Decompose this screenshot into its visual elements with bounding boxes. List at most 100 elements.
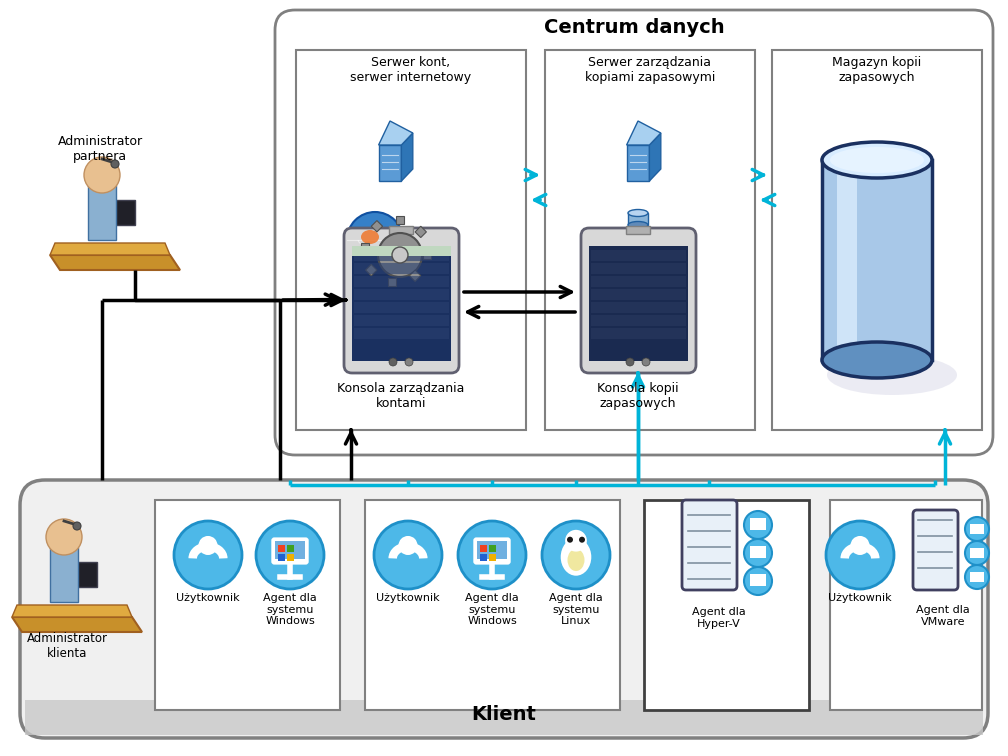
Text: Agent dla
Hyper-V: Agent dla Hyper-V <box>692 607 746 628</box>
Bar <box>750 574 766 586</box>
Circle shape <box>565 530 587 552</box>
Bar <box>750 518 766 530</box>
Circle shape <box>389 358 397 366</box>
Bar <box>591 263 686 274</box>
Circle shape <box>46 519 82 555</box>
Polygon shape <box>12 605 132 617</box>
Circle shape <box>826 521 894 589</box>
Circle shape <box>256 521 324 589</box>
Bar <box>88 185 116 240</box>
Bar <box>423 251 431 259</box>
Bar <box>354 302 449 313</box>
Bar <box>830 500 982 710</box>
Bar <box>50 547 78 602</box>
Circle shape <box>566 537 573 543</box>
Circle shape <box>626 358 634 366</box>
Bar <box>628 213 648 225</box>
Bar <box>489 545 496 552</box>
Bar <box>591 250 686 261</box>
Circle shape <box>347 212 403 268</box>
Circle shape <box>111 160 119 168</box>
Circle shape <box>84 157 120 193</box>
Bar <box>591 328 686 339</box>
Bar <box>361 243 369 251</box>
Bar <box>970 548 984 558</box>
Text: Konsola zarządzania
kontami: Konsola zarządzania kontami <box>338 382 465 410</box>
Ellipse shape <box>361 230 379 244</box>
Polygon shape <box>401 133 413 181</box>
Bar <box>371 221 383 232</box>
Text: Agent dla
systemu
Windows: Agent dla systemu Windows <box>465 593 519 626</box>
Text: Administrator
klienta: Administrator klienta <box>26 632 108 660</box>
Text: Centrum danych: Centrum danych <box>543 18 725 37</box>
Bar <box>591 289 686 300</box>
Bar <box>389 226 413 234</box>
Bar <box>822 160 932 360</box>
Bar <box>970 524 984 534</box>
Circle shape <box>374 521 442 589</box>
Circle shape <box>174 521 242 589</box>
Ellipse shape <box>827 355 957 395</box>
Ellipse shape <box>568 549 585 571</box>
Text: Klient: Klient <box>472 705 536 724</box>
FancyBboxPatch shape <box>474 538 511 565</box>
Polygon shape <box>50 243 170 255</box>
Bar <box>489 554 496 561</box>
Bar <box>388 278 396 286</box>
Bar <box>591 315 686 326</box>
Bar <box>352 246 451 361</box>
Bar <box>278 554 285 561</box>
Circle shape <box>579 537 585 543</box>
Bar <box>354 276 449 287</box>
Polygon shape <box>12 617 142 632</box>
Bar <box>67 562 97 587</box>
Circle shape <box>965 541 989 565</box>
Polygon shape <box>379 121 413 145</box>
Bar <box>287 545 294 552</box>
Bar <box>970 572 984 582</box>
Ellipse shape <box>822 142 932 178</box>
Ellipse shape <box>830 147 924 173</box>
Ellipse shape <box>822 342 932 378</box>
Bar <box>155 500 340 710</box>
Bar <box>415 226 426 237</box>
Bar <box>644 500 809 710</box>
Bar <box>352 246 451 256</box>
Bar <box>837 170 857 350</box>
FancyBboxPatch shape <box>913 510 958 590</box>
Bar <box>354 263 449 274</box>
Text: Magazyn kopii
zapasowych: Magazyn kopii zapasowych <box>833 56 921 84</box>
Circle shape <box>965 565 989 589</box>
Circle shape <box>392 247 408 263</box>
Text: Użytkownik: Użytkownik <box>376 593 439 603</box>
Polygon shape <box>649 133 661 181</box>
FancyBboxPatch shape <box>344 228 459 373</box>
Circle shape <box>744 567 772 595</box>
FancyBboxPatch shape <box>581 228 696 373</box>
Text: Serwer zarządzania
kopiami zapasowymi: Serwer zarządzania kopiami zapasowymi <box>585 56 716 84</box>
Circle shape <box>398 536 417 555</box>
Text: Konsola kopii
zapasowych: Konsola kopii zapasowych <box>597 382 678 410</box>
Circle shape <box>199 536 218 555</box>
Circle shape <box>642 358 650 366</box>
Circle shape <box>851 536 870 555</box>
FancyBboxPatch shape <box>271 538 308 565</box>
Ellipse shape <box>560 538 592 576</box>
Bar <box>354 289 449 300</box>
Bar <box>589 246 688 361</box>
Text: Użytkownik: Użytkownik <box>176 593 240 603</box>
Bar <box>478 541 507 559</box>
Bar <box>409 270 420 281</box>
Polygon shape <box>627 121 661 145</box>
Circle shape <box>965 517 989 541</box>
Text: Użytkownik: Użytkownik <box>829 593 892 603</box>
Circle shape <box>744 511 772 539</box>
Circle shape <box>744 539 772 567</box>
Polygon shape <box>50 255 180 270</box>
Text: Agent dla
systemu
Linux: Agent dla systemu Linux <box>549 593 603 626</box>
Bar <box>25 700 983 735</box>
Circle shape <box>542 521 610 589</box>
Circle shape <box>458 521 526 589</box>
Text: Serwer kont,
serwer internetowy: Serwer kont, serwer internetowy <box>351 56 472 84</box>
Bar <box>354 250 449 261</box>
